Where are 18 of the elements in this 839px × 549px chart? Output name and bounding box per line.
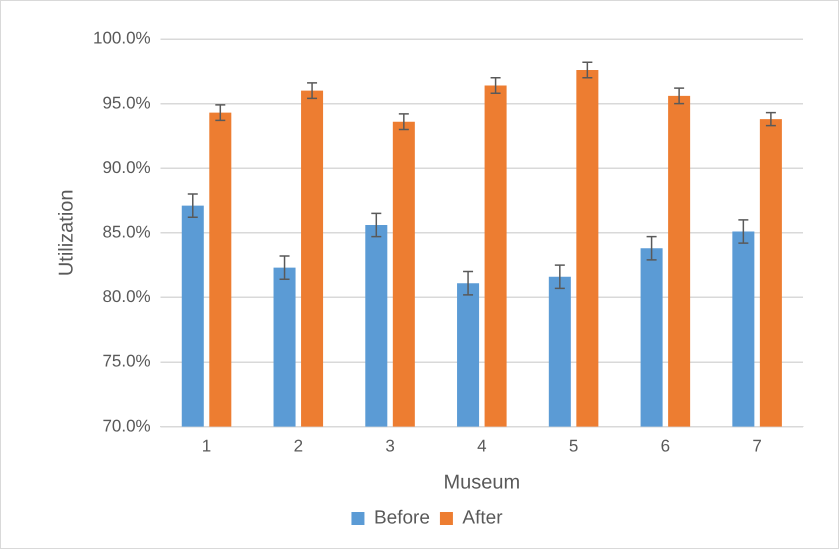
x-tick-label: 4 [477,436,487,456]
y-tick-label: 75.0% [102,352,151,371]
y-tick-label: 90.0% [102,158,151,177]
legend-label: Before [374,508,430,529]
y-tick-label: 95.0% [102,93,151,112]
y-tick-label: 85.0% [102,222,151,242]
x-tick-label: 2 [294,436,304,456]
y-axis-title: Utilization [56,189,78,276]
y-tick-label: 70.0% [102,416,151,436]
y-tick-label: 80.0% [102,287,151,306]
x-tick-label: 5 [568,436,578,456]
x-tick-label: 3 [385,436,395,456]
x-tick-label: 6 [660,436,670,456]
x-tick-label: 1 [202,436,212,456]
legend-label: After [462,508,504,529]
x-axis-title: Museum [443,472,520,494]
x-tick-label: 7 [752,436,762,456]
y-tick-label: 100.0% [92,28,151,48]
